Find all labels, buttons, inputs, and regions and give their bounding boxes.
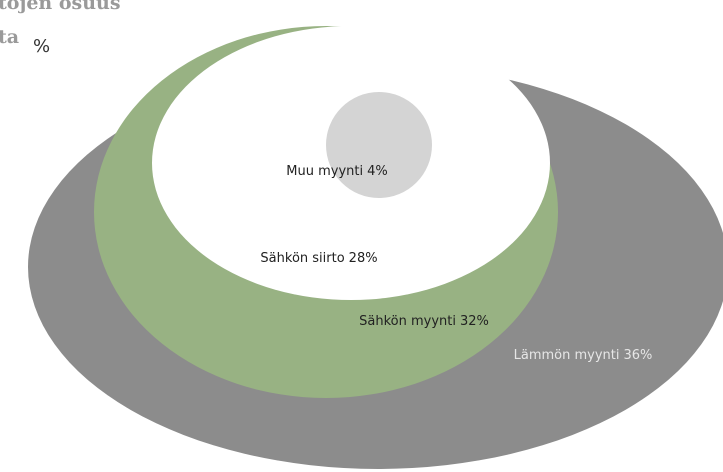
category-label: Muu myynti <box>286 164 363 179</box>
data-label: Sähkön siirto 28% <box>260 251 377 266</box>
unit: % <box>33 36 50 57</box>
value-label: 4% <box>367 164 388 179</box>
chart-title: tojen osuus <box>0 0 121 14</box>
shapes <box>28 26 723 469</box>
data-label: Lämmön myynti 36% <box>514 348 653 363</box>
ring <box>326 92 432 198</box>
value-label: 32% <box>460 314 489 329</box>
category-label: Sähkön myynti <box>359 314 456 329</box>
category-label: Sähkön siirto <box>260 251 344 266</box>
chart-title: ta <box>0 26 19 48</box>
data-label: Sähkön myynti 32% <box>359 314 489 329</box>
data-label: Muu myynti 4% <box>286 164 387 179</box>
value-label: 28% <box>349 251 378 266</box>
value-label: 36% <box>623 348 652 363</box>
category-label: Lämmön myynti <box>514 348 620 363</box>
